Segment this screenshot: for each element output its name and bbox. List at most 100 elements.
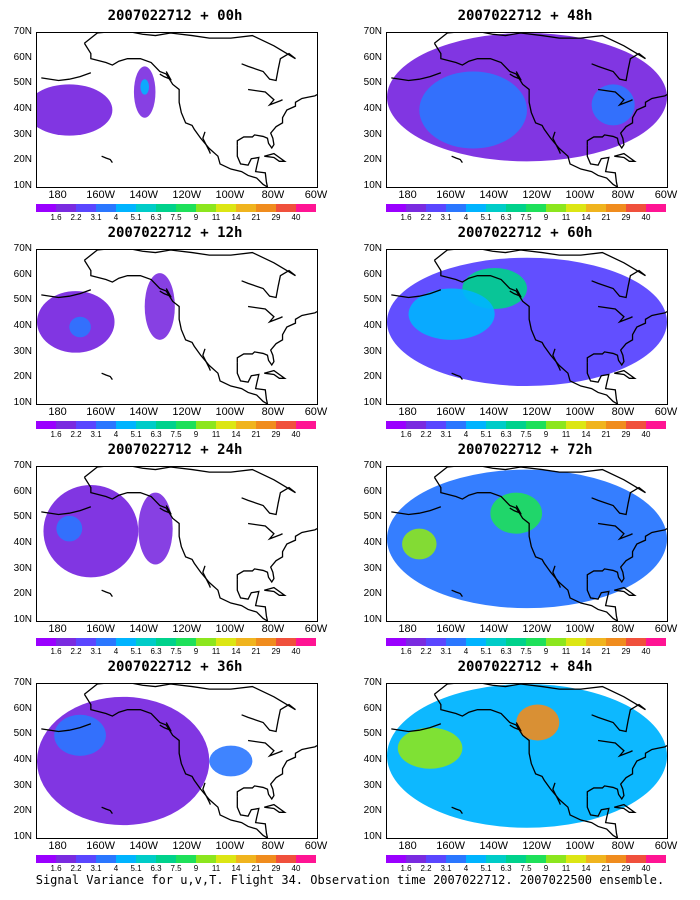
colorbar-swatch (56, 638, 76, 646)
colorbar-swatch (76, 855, 96, 863)
colorbar-swatch (56, 855, 76, 863)
lon-tick-label: 80W (261, 840, 285, 852)
colorbar-label: 6.3 (150, 647, 162, 656)
lat-tick-label: 10N (363, 180, 382, 191)
map-frame (36, 249, 318, 405)
colorbar-label: 9 (543, 430, 549, 439)
colorbar-label: 6.3 (150, 213, 162, 222)
lon-tick-label: 60W (654, 189, 678, 201)
colorbar-label: 4 (113, 647, 119, 656)
colorbar-swatch (566, 638, 586, 646)
coastline (391, 72, 442, 82)
colorbar-label: 21 (601, 864, 611, 873)
colorbar-swatch (586, 855, 606, 863)
colorbar-label: 40 (291, 864, 301, 873)
variance-blob (397, 727, 463, 769)
lon-tick-label: 140W (129, 189, 159, 201)
colorbar-swatch (36, 421, 56, 429)
panel-title: 2007022712 + 24h (107, 442, 243, 458)
coastline (41, 506, 92, 516)
variance-blob (591, 84, 635, 126)
coastline (236, 311, 317, 367)
map-panel: 2007022712 + 24h 70N 60N 50N 40N 30N 20N 10N 180… (0, 434, 350, 656)
lat-tick-label: 50N (363, 728, 382, 740)
map-svg (387, 467, 667, 621)
lat-tick-label: 40N (13, 320, 32, 331)
colorbar-label: 9 (193, 430, 199, 439)
colorbar-swatch (626, 421, 646, 429)
coastline (83, 684, 296, 711)
coastline (509, 288, 522, 298)
lon-tick-label: 100W (565, 406, 595, 418)
colorbar-swatch (626, 638, 646, 646)
coastline (202, 782, 211, 805)
colorbar-label: 29 (621, 864, 631, 873)
colorbar-label: 2.2 (420, 213, 432, 222)
colorbar-swatch (156, 204, 176, 212)
lat-tick-label: 10N (13, 397, 32, 408)
lat-tick-label: 50N (363, 294, 382, 306)
colorbar-label: 7.5 (520, 213, 532, 222)
colorbar-label: 11 (561, 647, 571, 656)
colorbar-label: 11 (211, 430, 221, 439)
colorbar-label: 1.6 (400, 647, 412, 656)
colorbar-swatch (176, 421, 196, 429)
colorbar-swatch (276, 638, 296, 646)
lon-tick-label: 180 (398, 189, 417, 201)
colorbar-label: 1.6 (50, 864, 62, 873)
lon-tick-label: 100W (215, 189, 245, 201)
coastline (236, 745, 317, 801)
lat-tick-label: 20N (13, 588, 32, 600)
lat-tick-label: 40N (363, 320, 382, 331)
colorbar-label: 21 (251, 430, 261, 439)
lat-tick-label: 40N (13, 754, 32, 765)
coastline (159, 722, 172, 732)
map-frame (386, 466, 668, 622)
colorbar-label: 9 (193, 864, 199, 873)
colorbar-label: 4 (113, 864, 119, 873)
map-svg (387, 250, 667, 404)
coastline (241, 52, 296, 82)
colorbar-swatch (196, 421, 216, 429)
colorbar-label: 5.1 (130, 864, 142, 873)
variance-blob (209, 745, 253, 777)
lat-tick-label: 60N (363, 485, 382, 497)
lon-tick-label: 80W (611, 406, 635, 418)
coastline (451, 372, 463, 380)
colorbar-label: 4 (463, 213, 469, 222)
lat-tick-label: 70N (363, 460, 382, 471)
lat-tick-label: 60N (363, 268, 382, 280)
lat-tick-label: 30N (363, 128, 382, 140)
lon-tick-label: 120W (172, 406, 202, 418)
lon-tick-label: 140W (479, 189, 509, 201)
colorbar-label: 5.1 (130, 213, 142, 222)
colorbar-label: 3.1 (440, 864, 452, 873)
map-panel: 2007022712 + 60h 70N 60N 50N 40N 30N 20N 10N 180… (350, 217, 700, 439)
variance-blob (387, 469, 667, 609)
colorbar-label: 9 (543, 647, 549, 656)
lon-tick-label: 140W (129, 623, 159, 635)
lon-tick-label: 160W (86, 189, 115, 201)
colorbar-swatch (526, 638, 546, 646)
lon-tick-label: 60W (654, 840, 678, 852)
colorbar-swatch (296, 421, 316, 429)
coastline (509, 71, 522, 81)
colorbar-swatch (406, 855, 426, 863)
coastline (264, 152, 287, 162)
colorbar (36, 855, 316, 863)
lon-tick-label: 160W (436, 189, 465, 201)
colorbar-label: 11 (561, 430, 571, 439)
coastline (159, 505, 172, 515)
colorbar-swatch (236, 421, 256, 429)
panel-title: 2007022712 + 36h (107, 659, 243, 675)
colorbar-label: 11 (561, 864, 571, 873)
lon-tick-label: 140W (479, 623, 509, 635)
coastline (241, 269, 296, 299)
colorbar-swatch (586, 421, 606, 429)
colorbar-swatch (626, 855, 646, 863)
colorbar-label: 1.6 (400, 864, 412, 873)
colorbar-swatch (116, 855, 136, 863)
lat-tick-label: 30N (13, 128, 32, 140)
lon-tick-label: 180 (398, 623, 417, 635)
coastline (264, 586, 287, 596)
